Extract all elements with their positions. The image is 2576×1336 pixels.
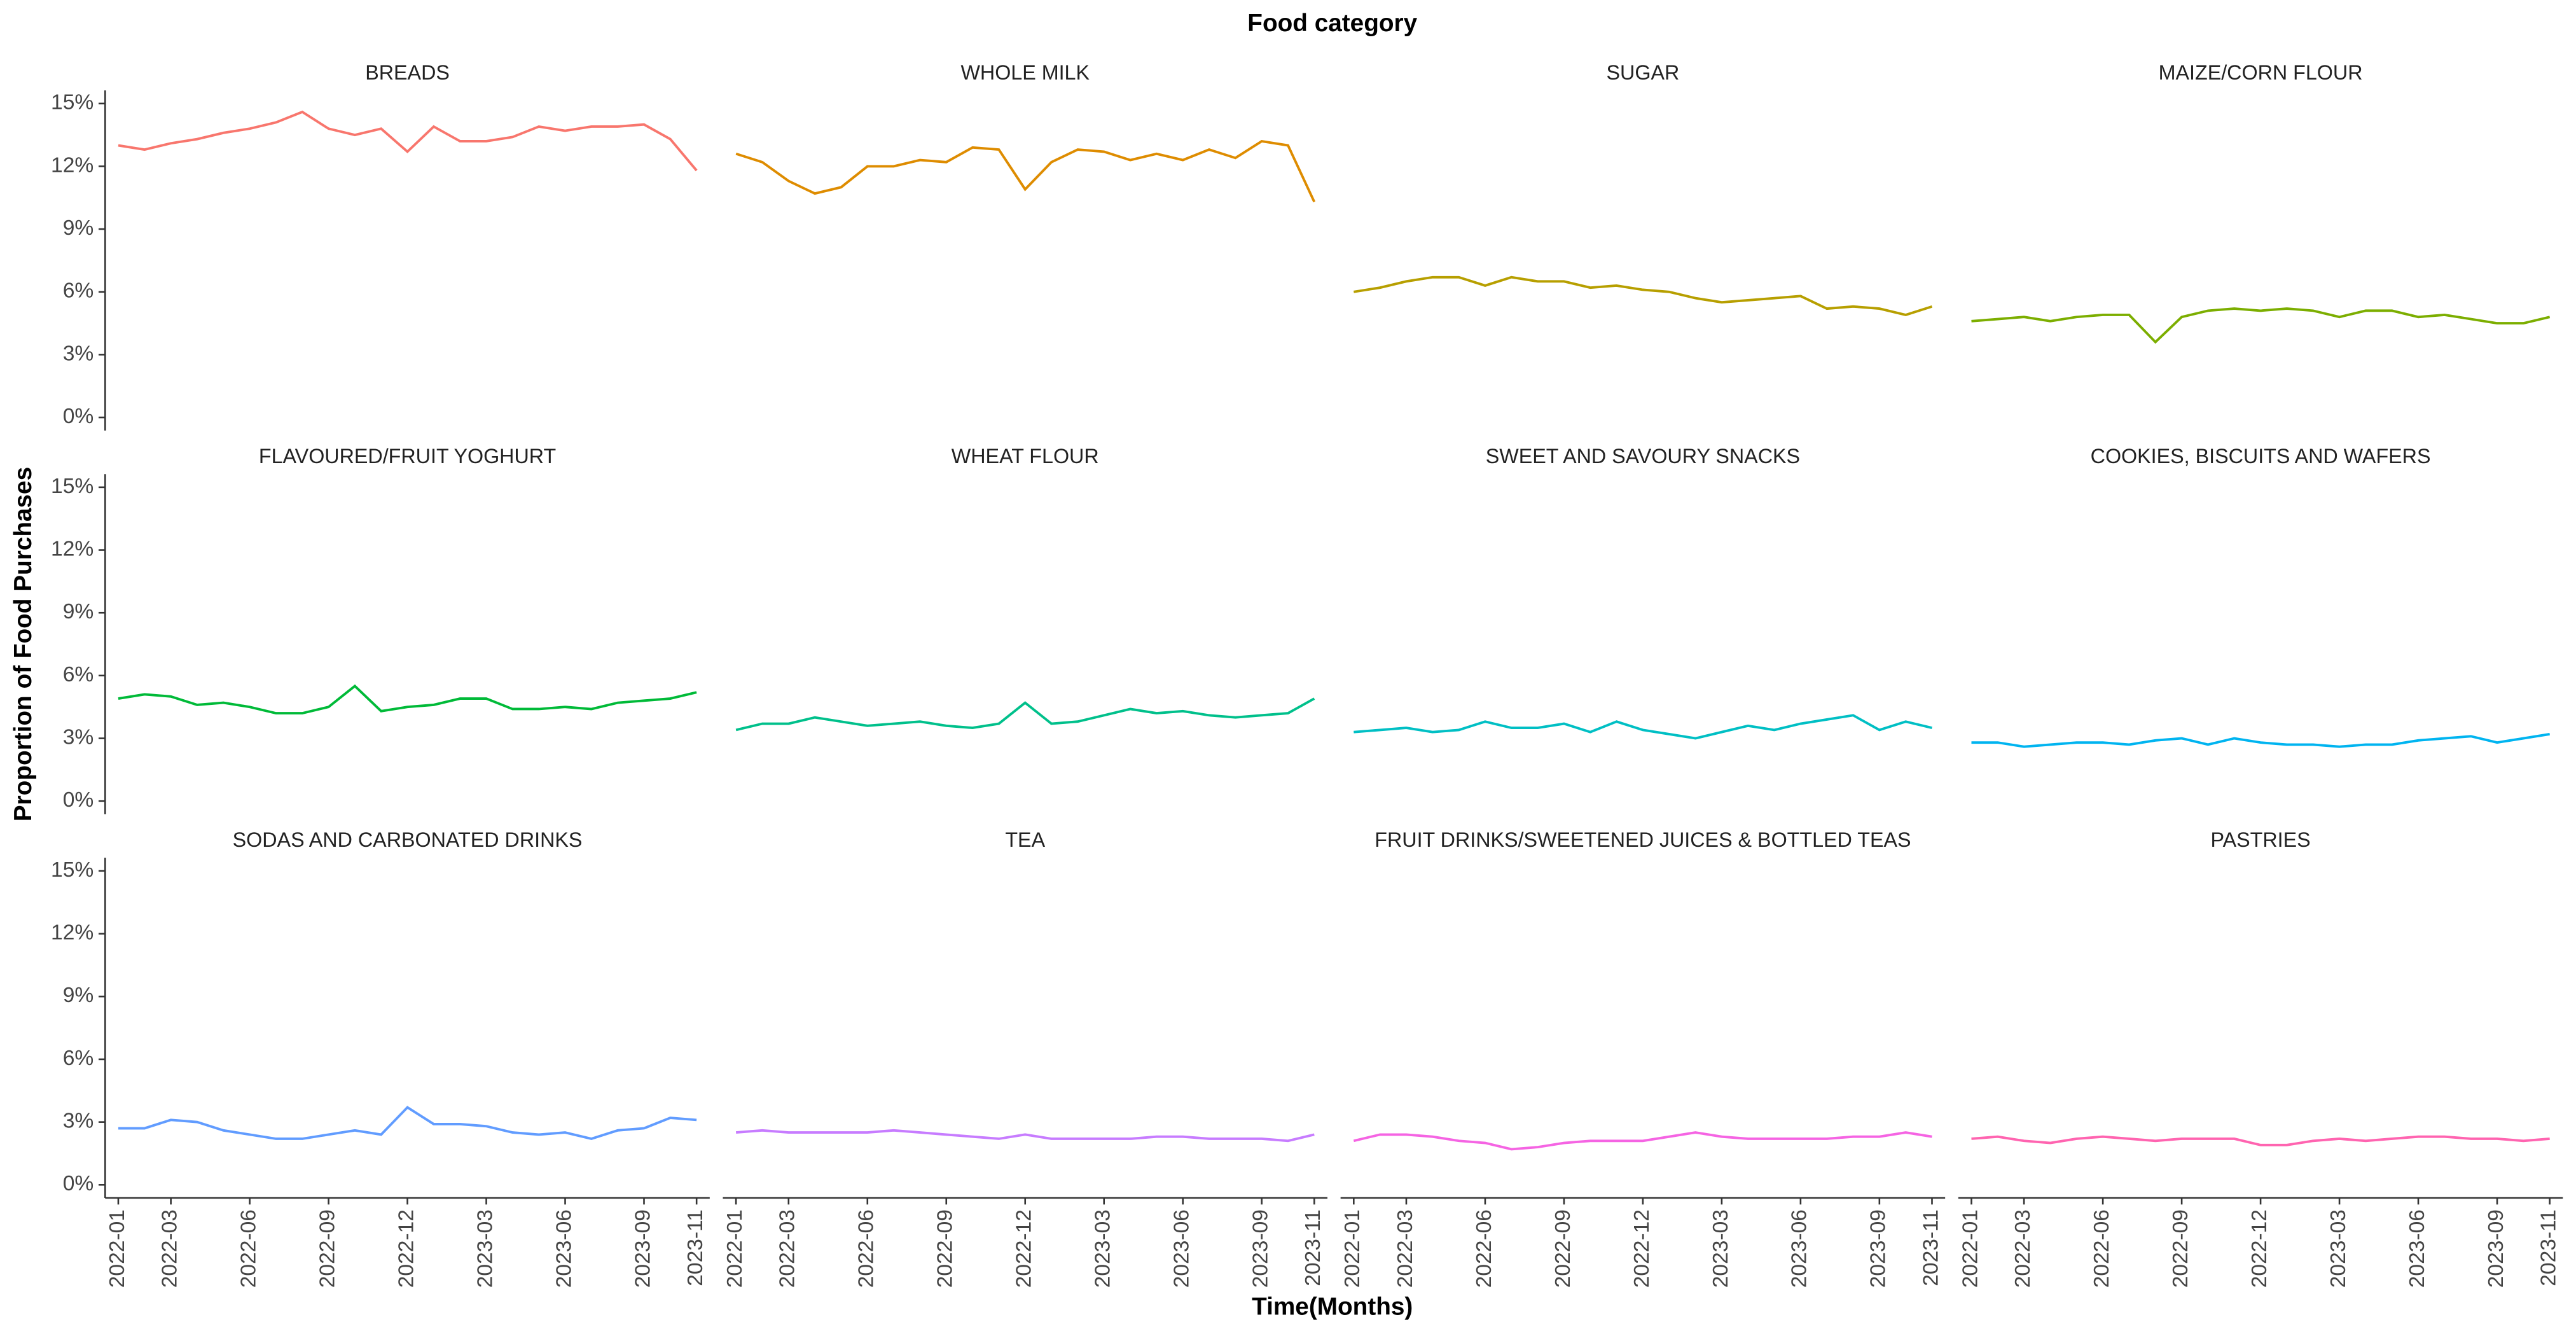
panel-title: SODAS AND CARBONATED DRINKS [233,828,583,851]
y-tick-label: 9% [63,216,94,240]
y-tick-label: 0% [63,405,94,428]
panel-title: WHOLE MILK [960,61,1090,84]
y-tick-label: 0% [63,788,94,812]
panel-title: SWEET AND SAVOURY SNACKS [1486,445,1800,468]
panel-title: COOKIES, BISCUITS AND WAFERS [2091,445,2431,468]
panel-title: BREADS [365,61,450,84]
y-tick-label: 15% [51,475,93,498]
x-tick-label: 2023-03 [1709,1209,1733,1288]
x-tick-label: 2022-09 [2169,1209,2192,1288]
panel-title: TEA [1005,828,1045,851]
x-tick-label: 2023-06 [2406,1209,2429,1288]
panel-title: WHEAT FLOUR [952,445,1099,468]
x-tick-label: 2022-09 [1551,1209,1575,1288]
panel-title: FLAVOURED/FRUIT YOGHURT [259,445,556,468]
x-tick-label: 2023-06 [1788,1209,1811,1288]
series-line [1354,714,1932,740]
x-tick-label: 2023-03 [1091,1209,1115,1288]
x-tick-label: 2023-09 [631,1209,654,1288]
x-tick-label: 2022-01 [1341,1209,1364,1288]
x-tick-label: 2022-12 [2248,1209,2271,1288]
series-line [1971,307,2551,344]
panel-title: SUGAR [1607,61,1680,84]
series-line [735,697,1315,732]
series-line [118,1106,697,1140]
x-tick-label: 2022-06 [1472,1209,1496,1288]
series-line [735,139,1316,203]
y-tick-label: 3% [63,1110,94,1133]
series-line [1971,733,2550,748]
y-tick-label: 15% [51,858,93,882]
x-tick-label: 2023-11 [2537,1209,2561,1286]
chart-title: Food category [1247,10,1417,37]
x-tick-label: 2022-03 [776,1209,800,1288]
x-tick-label: 2023-11 [1919,1209,1942,1286]
x-tick-label: 2022-09 [934,1209,957,1288]
series-line [735,1129,1315,1143]
y-tick-label: 3% [63,725,94,749]
x-tick-label: 2023-03 [473,1209,497,1288]
x-tick-label: 2022-12 [1013,1209,1036,1288]
series-line [1353,1131,1932,1151]
x-tick-label: 2022-12 [394,1209,418,1288]
x-tick-label: 2022-06 [855,1209,878,1288]
x-tick-label: 2023-11 [1301,1209,1325,1286]
series-line [118,110,698,172]
x-tick-label: 2022-12 [1630,1209,1654,1288]
series-line [1354,275,1933,316]
y-tick-label: 6% [63,663,94,686]
panel-title: PASTRIES [2210,828,2310,851]
y-tick-label: 3% [63,342,94,365]
x-tick-label: 2022-03 [2011,1209,2035,1288]
series-line [1971,1135,2550,1146]
y-axis-title: Proportion of Food Purchases [10,467,37,821]
x-tick-label: 2023-03 [2327,1209,2350,1288]
x-tick-label: 2023-11 [684,1209,707,1286]
y-tick-label: 15% [51,91,93,115]
y-tick-label: 9% [63,984,94,1007]
x-tick-label: 2022-06 [2090,1209,2114,1288]
x-tick-label: 2022-01 [1958,1209,1982,1288]
y-tick-label: 6% [63,1047,94,1070]
y-tick-label: 0% [63,1172,94,1195]
x-tick-label: 2022-01 [723,1209,747,1288]
x-tick-label: 2022-06 [237,1209,260,1288]
x-tick-label: 2023-09 [2484,1209,2508,1288]
y-tick-label: 12% [51,537,93,560]
x-tick-label: 2023-06 [1170,1209,1194,1288]
x-tick-label: 2022-01 [106,1209,129,1288]
series-line [118,684,697,715]
x-tick-label: 2022-03 [1394,1209,1417,1288]
y-tick-label: 12% [51,921,93,945]
x-tick-label: 2022-03 [158,1209,181,1288]
y-tick-label: 6% [63,279,94,303]
x-tick-label: 2023-06 [552,1209,576,1288]
x-tick-label: 2023-09 [1249,1209,1273,1288]
x-axis-title: Time(Months) [1252,1293,1413,1320]
x-tick-label: 2023-09 [1867,1209,1890,1288]
panel-title: FRUIT DRINKS/SWEETENED JUICES & BOTTLED … [1375,828,1911,851]
y-tick-label: 9% [63,600,94,623]
panel-title: MAIZE/CORN FLOUR [2159,61,2363,84]
x-tick-label: 2022-09 [315,1209,339,1288]
y-tick-label: 12% [51,153,93,177]
